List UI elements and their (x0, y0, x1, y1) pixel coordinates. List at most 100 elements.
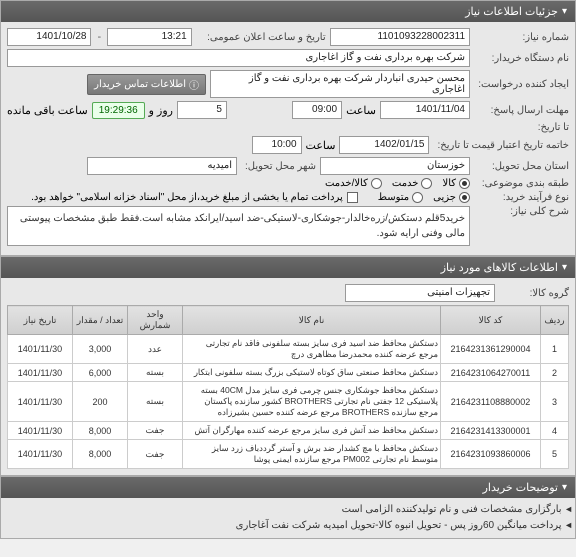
radio-dot-icon (412, 192, 423, 203)
radio-dot-icon (371, 178, 382, 189)
label-requester: ایجاد کننده درخواست: (474, 79, 569, 90)
cell-name: دستکش محافظ ضد اسید فری سایز بسته سلفونی… (183, 335, 441, 364)
label-subject-class: طبقه بندی موضوعی: (474, 178, 569, 189)
subject-class-radios: کالا خدمت کالا/خدمت (325, 178, 470, 189)
th-name: نام کالا (183, 306, 441, 335)
radio-dot-icon (459, 178, 470, 189)
cell-qty: 6,000 (73, 364, 128, 382)
notes-title: توضیحات خریدار (483, 481, 558, 494)
cell-qty: 8,000 (73, 440, 128, 469)
value-province: خوزستان (320, 157, 470, 175)
cell-name: دستکش محافظ با مچ کشدار ضد برش و آستر گر… (183, 440, 441, 469)
table-row: 22164231064270011دستکش محافظ صنعتی ساق ک… (8, 364, 569, 382)
label-city: شهر محل تحویل: (241, 161, 316, 172)
value-announce-date: 1401/10/28 (7, 28, 91, 46)
overall-desc-box: خرید5قلم دستکش/زره‌خالدار-جوشکاری-لاستیک… (7, 206, 470, 246)
radio-gs-label: کالا/خدمت (325, 178, 368, 189)
value-remaining-days: 5 (177, 101, 227, 119)
need-info-panel: ▾ جزئیات اطلاعات نیاز شماره نیاز: 110109… (0, 0, 576, 256)
notes-panel: ▾ توضیحات خریدار بارگزاری مشخصات فنی و ن… (0, 476, 576, 539)
value-deadline-date: 1401/11/04 (380, 101, 470, 119)
cell-date: 1401/11/30 (8, 422, 73, 440)
th-idx: ردیف (541, 306, 569, 335)
label-overall-desc: شرح کلی نیاز: (474, 206, 569, 217)
buy-type-radios: جزیی متوسط (378, 192, 470, 203)
th-date: تاریخ نیاز (8, 306, 73, 335)
th-qty: تعداد / مقدار (73, 306, 128, 335)
items-header-row: ردیف کد کالا نام کالا واحد شمارش تعداد /… (8, 306, 569, 335)
cell-date: 1401/11/30 (8, 382, 73, 422)
label-buyer-org: نام دستگاه خریدار: (474, 53, 569, 64)
label-buy-type: نوع فرآیند خرید: (474, 192, 569, 203)
cell-idx: 5 (541, 440, 569, 469)
value-validity-time: 10:00 (252, 136, 302, 154)
cell-unit: عدد (128, 335, 183, 364)
cell-idx: 2 (541, 364, 569, 382)
items-header[interactable]: ▾ اطلاعات کالاهای مورد نیاز (1, 257, 575, 278)
chevron-down-icon: ▾ (562, 262, 567, 273)
label-announce: تاریخ و ساعت اعلان عمومی: (196, 32, 326, 43)
label-province: استان محل تحویل: (474, 161, 569, 172)
cell-name: دستکش محافظ جوشکاری جنس چرمی فری سایز مد… (183, 382, 441, 422)
countdown-timer: 19:29:36 (92, 102, 145, 119)
table-row: 52164231093860006دستکش محافظ با مچ کشدار… (8, 440, 569, 469)
cell-name: دستکش محافظ صنعتی ساق کوتاه لاستیکی بزرگ… (183, 364, 441, 382)
chevron-down-icon: ▾ (562, 482, 567, 493)
cell-qty: 200 (73, 382, 128, 422)
chevron-down-icon: ▾ (562, 6, 567, 17)
cell-unit: جفت (128, 422, 183, 440)
need-info-body: شماره نیاز: 1101093228002311 تاریخ و ساع… (1, 22, 575, 255)
cell-name: دستکش محافظ ضد آتش فری سایز مرجع عرضه کن… (183, 422, 441, 440)
radio-partial[interactable]: جزیی (433, 192, 470, 203)
cell-code: 2164231108880002 (441, 382, 541, 422)
cell-idx: 4 (541, 422, 569, 440)
table-row: 32164231108880002دستکش محافظ جوشکاری جنس… (8, 382, 569, 422)
cell-code: 2164231413300001 (441, 422, 541, 440)
value-city: امیدیه (87, 157, 237, 175)
info-icon: ⓘ (189, 77, 199, 92)
notes-header[interactable]: ▾ توضیحات خریدار (1, 477, 575, 498)
date-sep: - (97, 31, 101, 43)
th-code: کد کالا (441, 306, 541, 335)
radio-service[interactable]: خدمت (392, 178, 433, 189)
cell-qty: 8,000 (73, 422, 128, 440)
cell-code: 2164231064270011 (441, 364, 541, 382)
note-line: پرداخت میانگین 60روز پس - تحویل انبوه کا… (3, 518, 573, 534)
radio-service-label: خدمت (392, 178, 419, 189)
radio-partial-label: جزیی (433, 192, 456, 203)
th-unit: واحد شمارش (128, 306, 183, 335)
label-deadline: مهلت ارسال پاسخ: (474, 105, 569, 116)
cell-date: 1401/11/30 (8, 440, 73, 469)
cell-code: 2164231093860006 (441, 440, 541, 469)
label-need-no: شماره نیاز: (474, 32, 569, 43)
radio-goods[interactable]: کالا (442, 178, 470, 189)
radio-dot-icon (421, 178, 432, 189)
label-day: روز و (149, 104, 173, 117)
label-validity: خاتمه تاریخ اعتبار قیمت تا تاریخ: (433, 140, 569, 151)
value-announce-time: 13:21 (107, 28, 191, 46)
note-line: بارگزاری مشخصات فنی و نام تولیدکننده الز… (3, 502, 573, 518)
need-info-header[interactable]: ▾ جزئیات اطلاعات نیاز (1, 1, 575, 22)
table-row: 42164231413300001دستکش محافظ ضد آتش فری … (8, 422, 569, 440)
value-buyer-org: شرکت بهره برداری نفت و گاز اغاجاری (7, 49, 470, 67)
label-hour-2: ساعت (306, 139, 336, 152)
label-hour-1: ساعت (346, 104, 376, 117)
radio-medium[interactable]: متوسط (378, 192, 423, 203)
cell-code: 2164231361290004 (441, 335, 541, 364)
treasury-checkbox[interactable] (347, 192, 358, 203)
items-table: ردیف کد کالا نام کالا واحد شمارش تعداد /… (7, 305, 569, 469)
cell-idx: 3 (541, 382, 569, 422)
cell-unit: بسته (128, 364, 183, 382)
contact-buyer-button[interactable]: ⓘ اطلاعات تماس خریدار (87, 74, 206, 95)
radio-goods-service[interactable]: کالا/خدمت (325, 178, 382, 189)
payment-note: پرداخت تمام یا بخشی از مبلغ خرید،از محل … (31, 192, 343, 203)
cell-unit: جفت (128, 440, 183, 469)
notes-body: بارگزاری مشخصات فنی و نام تولیدکننده الز… (1, 498, 575, 538)
value-validity-date: 1402/01/15 (339, 136, 429, 154)
cell-unit: بسته (128, 382, 183, 422)
value-requester: محسن حیدری انباردار شرکت بهره برداری نفت… (210, 70, 470, 98)
radio-medium-label: متوسط (378, 192, 409, 203)
need-info-title: جزئیات اطلاعات نیاز (465, 5, 558, 18)
cell-idx: 1 (541, 335, 569, 364)
radio-dot-icon (459, 192, 470, 203)
